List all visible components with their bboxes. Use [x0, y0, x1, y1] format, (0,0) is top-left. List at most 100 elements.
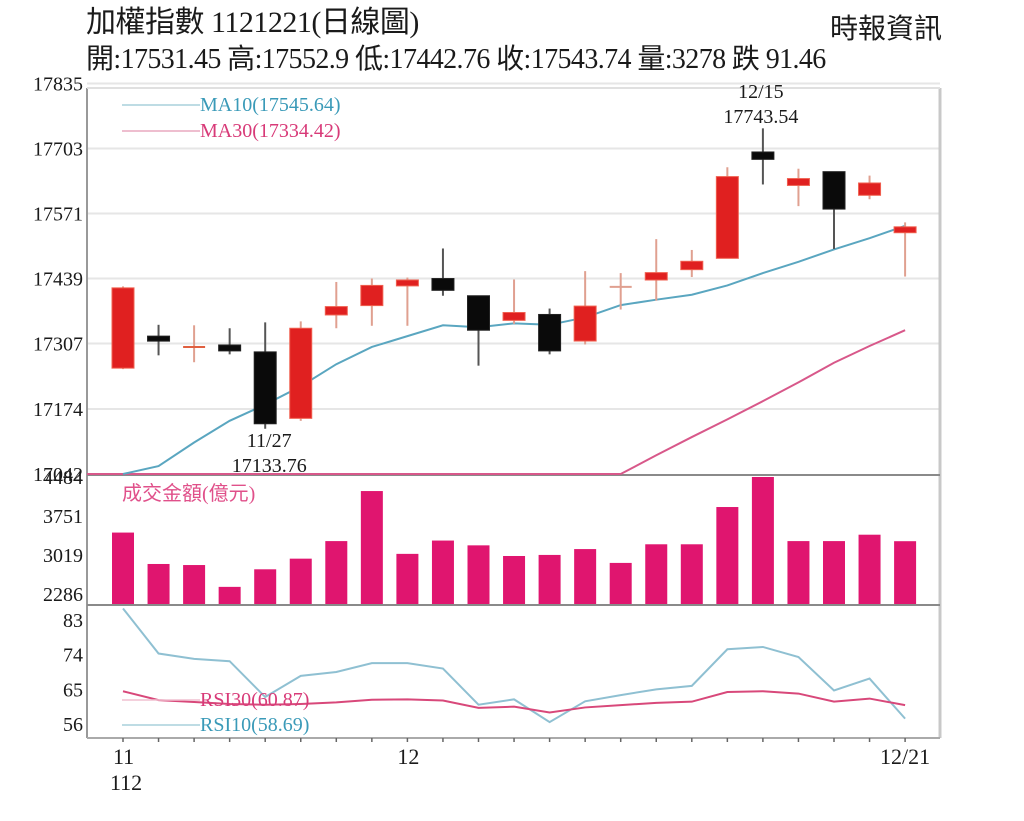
x-year-label: 112	[110, 770, 142, 795]
x-tick-label: 11	[113, 744, 134, 769]
volume-bar	[289, 558, 312, 604]
candle	[715, 167, 739, 259]
rsi30-polyline	[122, 690, 906, 714]
volume-bar	[254, 569, 277, 604]
candle-body	[715, 176, 739, 259]
candle	[573, 271, 597, 345]
volume-bar	[680, 544, 703, 604]
price-tick-label: 17835	[33, 74, 83, 96]
price-tick-label: 17571	[33, 204, 83, 226]
rsi-tick-label: 65	[63, 679, 83, 701]
volume-bar	[751, 477, 774, 604]
volume-bar	[894, 541, 917, 604]
ma10-legend-label: MA10(17545.64)	[200, 94, 341, 116]
candle-body	[147, 335, 171, 342]
high-annotation-date: 12/15	[738, 81, 784, 103]
volume-bar	[716, 507, 739, 604]
x-axis: 11 12 12/21 112	[110, 738, 930, 795]
candle-body	[644, 272, 668, 281]
candle	[431, 248, 455, 296]
rsi-tick-label: 74	[63, 645, 83, 667]
source-label: 時報資訊	[829, 14, 942, 45]
high-annotation-value: 17743.54	[723, 106, 798, 128]
candle-body	[893, 226, 917, 234]
candle	[893, 222, 917, 277]
volume-bar	[609, 562, 632, 604]
candle-body	[289, 327, 313, 419]
rsi-lines	[122, 607, 906, 724]
x-tick-label: 12/21	[880, 744, 930, 769]
candle	[395, 277, 419, 326]
candle-body	[324, 306, 348, 316]
price-tick-label: 17703	[33, 139, 83, 161]
candle-body	[822, 171, 846, 210]
candle-body	[502, 311, 526, 321]
volume-bar	[218, 586, 241, 604]
candle	[858, 175, 882, 200]
candle	[502, 279, 526, 324]
rsi10-polyline	[122, 607, 906, 724]
volume-bar	[112, 532, 134, 604]
price-tick-label: 17174	[33, 399, 83, 421]
candle-body	[111, 287, 135, 369]
price-tick-label: 17439	[33, 269, 83, 291]
candle-body	[395, 279, 419, 287]
volume-bar	[823, 541, 845, 604]
ma30-polyline	[620, 329, 906, 475]
candle-body	[218, 344, 242, 352]
candle-body	[573, 305, 597, 342]
price-tick-label: 17307	[33, 334, 83, 356]
candle	[644, 239, 668, 301]
price-y-axis: 17835 17703 17571 17439 17307 17174 17042	[33, 74, 83, 486]
candle	[360, 278, 384, 326]
volume-bar	[183, 565, 206, 604]
candle-body	[858, 182, 882, 196]
candle	[253, 322, 277, 429]
volume-bar	[503, 555, 526, 604]
candle-body	[751, 151, 775, 160]
candle	[111, 286, 135, 370]
candle	[786, 168, 810, 207]
candle-body	[786, 178, 810, 186]
candle	[680, 249, 704, 278]
candle-body	[253, 351, 277, 425]
candle	[289, 321, 313, 421]
ma30-line	[87, 329, 906, 475]
ohlc-summary: 開:17531.45 高:17552.9 低:17442.76 收:17543.…	[86, 44, 826, 75]
low-annotation-value: 17133.76	[232, 455, 307, 477]
volume-bar	[360, 491, 383, 604]
candle-body	[680, 260, 704, 271]
candle-body	[467, 295, 490, 331]
chart-title: 加權指數 1121221(日線圖)	[86, 6, 419, 39]
volume-legend-label: 成交金額(億元)	[122, 482, 255, 505]
candle	[538, 308, 562, 355]
price-tick-label: 17042	[33, 464, 83, 486]
candle	[751, 128, 775, 185]
volume-bar	[431, 540, 454, 604]
rsi30-legend-label: RSI30(60.87)	[200, 689, 309, 711]
x-tick-label: 12	[397, 744, 419, 769]
rsi10-legend-label: RSI10(58.69)	[200, 714, 309, 736]
volume-tick-label: 4484	[43, 467, 83, 489]
candlestick-series	[111, 128, 917, 429]
candle	[324, 281, 348, 329]
volume-bar	[396, 553, 419, 604]
volume-bar	[858, 534, 881, 604]
volume-tick-label: 3019	[43, 545, 83, 567]
rsi-tick-label: 56	[63, 714, 83, 736]
candle	[218, 328, 242, 355]
volume-bar	[467, 545, 490, 604]
volume-bar	[538, 554, 561, 604]
volume-bar	[645, 544, 668, 604]
volume-bar	[574, 549, 597, 604]
ma30-legend-label: MA30(17334.42)	[200, 120, 341, 142]
candle	[183, 325, 206, 363]
volume-bar	[147, 563, 170, 604]
candle-body	[431, 278, 455, 291]
candle	[822, 171, 846, 249]
candle	[467, 295, 490, 366]
volume-tick-label: 3751	[43, 506, 83, 528]
candle-body	[360, 284, 384, 307]
candle	[609, 273, 632, 310]
